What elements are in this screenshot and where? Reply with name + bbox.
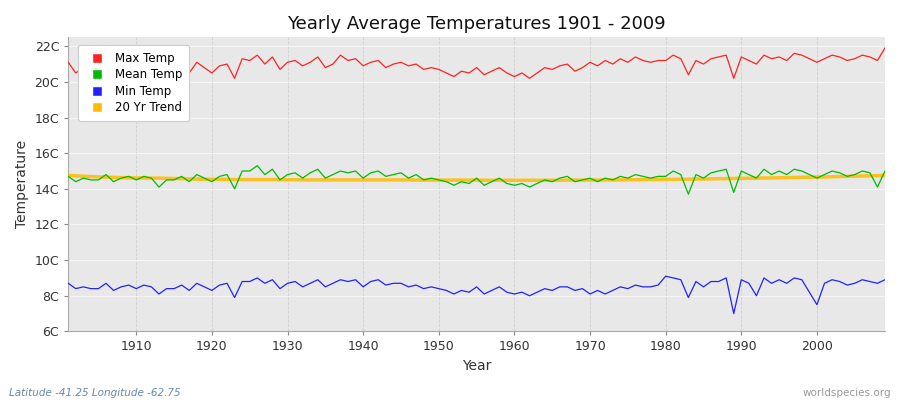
Legend: Max Temp, Mean Temp, Min Temp, 20 Yr Trend: Max Temp, Mean Temp, Min Temp, 20 Yr Tre…: [78, 45, 189, 122]
Title: Yearly Average Temperatures 1901 - 2009: Yearly Average Temperatures 1901 - 2009: [287, 15, 666, 33]
X-axis label: Year: Year: [462, 359, 491, 373]
Text: worldspecies.org: worldspecies.org: [803, 388, 891, 398]
Text: Latitude -41.25 Longitude -62.75: Latitude -41.25 Longitude -62.75: [9, 388, 181, 398]
Y-axis label: Temperature: Temperature: [15, 140, 29, 228]
